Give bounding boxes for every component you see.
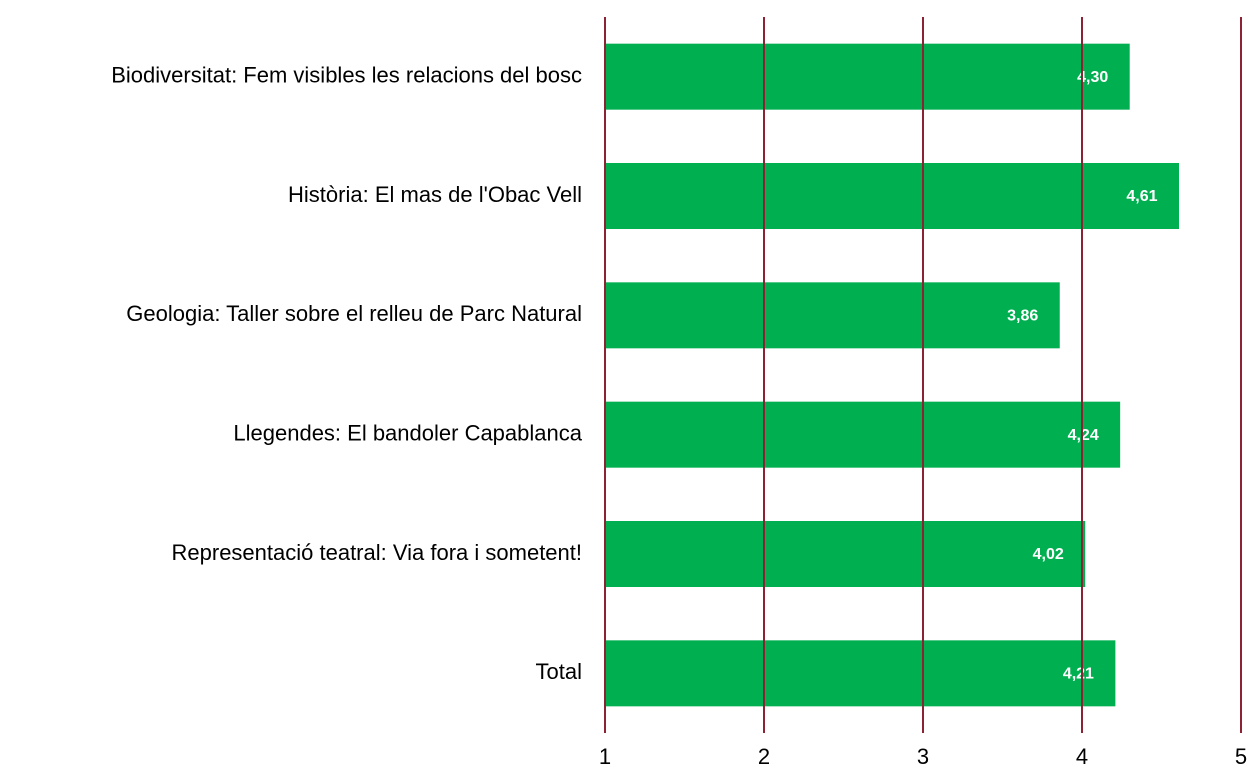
category-label: Total: [536, 659, 582, 684]
category-label: Representació teatral: Via fora i somete…: [172, 540, 582, 565]
value-label: 4,21: [1063, 666, 1094, 683]
category-label: Geologia: Taller sobre el relleu de Parc…: [126, 301, 582, 326]
bar: [605, 640, 1116, 707]
x-tick-label: 4: [1076, 744, 1088, 769]
x-tick-label: 3: [917, 744, 929, 769]
value-label: 4,30: [1077, 69, 1108, 86]
value-label: 4,02: [1033, 546, 1064, 563]
x-tick-label: 1: [599, 744, 611, 769]
bar: [605, 401, 1121, 468]
category-label: Història: El mas de l'Obac Vell: [288, 182, 582, 207]
value-label: 4,61: [1126, 188, 1157, 205]
bar: [605, 163, 1179, 229]
category-label: Biodiversitat: Fem visibles les relacion…: [111, 62, 582, 87]
value-label: 3,86: [1007, 308, 1038, 325]
value-label: 4,24: [1068, 427, 1099, 444]
bar: [605, 521, 1086, 587]
bar: [605, 282, 1060, 349]
bar: [605, 43, 1130, 110]
x-tick-label: 2: [758, 744, 770, 769]
x-tick-label: 5: [1235, 744, 1247, 769]
category-label: Llegendes: El bandoler Capablanca: [233, 420, 582, 445]
